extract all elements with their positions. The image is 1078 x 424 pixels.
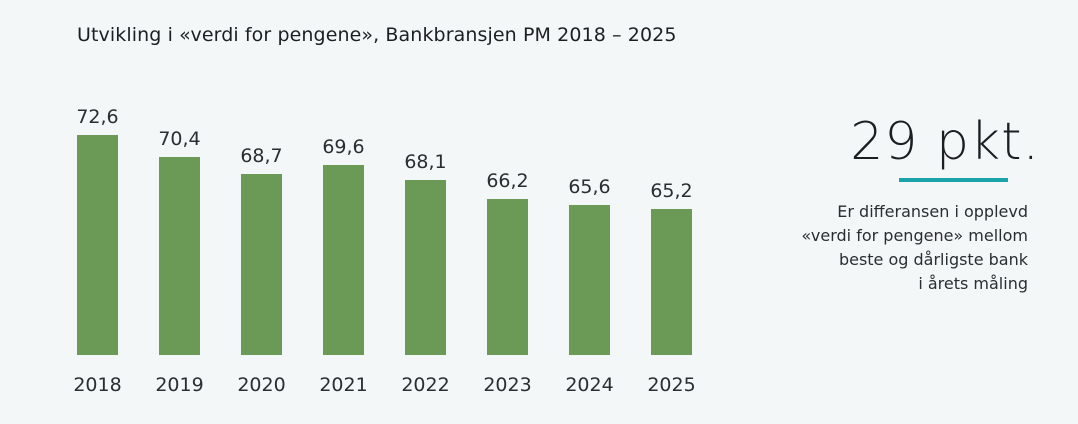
chart-title: Utvikling i «verdi for pengene», Bankbra… bbox=[77, 24, 677, 46]
bar-2023 bbox=[487, 199, 528, 355]
x-tick-label-2025: 2025 bbox=[647, 374, 695, 396]
data-label-2024: 65,6 bbox=[568, 176, 610, 198]
bar-2021 bbox=[323, 165, 364, 355]
callout-line: beste og dårligste bank bbox=[838, 250, 1028, 269]
callout-line: «verdi for pengene» mellom bbox=[801, 226, 1028, 245]
bar-2020 bbox=[241, 174, 282, 355]
x-tick-label-2022: 2022 bbox=[401, 374, 449, 396]
data-label-2022: 68,1 bbox=[404, 151, 446, 173]
callout-value: 29 pkt. bbox=[850, 112, 1040, 172]
callout-description: Er differansen i opplevd «verdi for peng… bbox=[708, 200, 1028, 296]
x-tick-label-2020: 2020 bbox=[237, 374, 285, 396]
callout-underline bbox=[899, 178, 1008, 182]
bar-2018 bbox=[77, 135, 118, 355]
bar-chart: 72,6 2018 70,4 2019 68,7 2020 69,6 2021 68,1 2022… bbox=[73, 106, 695, 396]
data-label-2023: 66,2 bbox=[486, 170, 528, 192]
data-label-2018: 72,6 bbox=[76, 106, 118, 128]
x-tick-label-2018: 2018 bbox=[73, 374, 121, 396]
x-tick-label-2021: 2021 bbox=[319, 374, 367, 396]
data-label-2021: 69,6 bbox=[322, 136, 364, 158]
bar-2024 bbox=[569, 205, 610, 355]
x-tick-label-2023: 2023 bbox=[483, 374, 531, 396]
callout-line: Er differansen i opplevd bbox=[837, 202, 1028, 221]
data-label-2025: 65,2 bbox=[650, 180, 692, 202]
bar-2022 bbox=[405, 180, 446, 355]
bar-2025 bbox=[651, 209, 692, 355]
data-label-2020: 68,7 bbox=[240, 145, 282, 167]
callout-line: i årets måling bbox=[918, 274, 1028, 293]
data-label-2019: 70,4 bbox=[158, 128, 200, 150]
x-tick-label-2019: 2019 bbox=[155, 374, 203, 396]
x-tick-label-2024: 2024 bbox=[565, 374, 613, 396]
bar-2019 bbox=[159, 157, 200, 355]
